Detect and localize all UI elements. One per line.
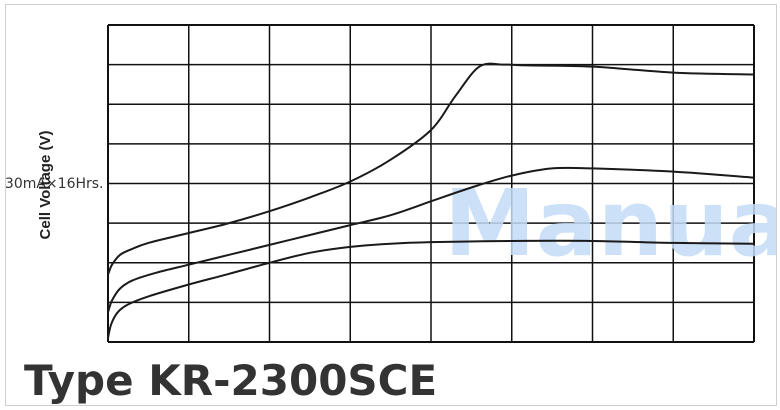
y-axis-label: Cell Voltage (V): [37, 131, 54, 240]
plot-grid: [107, 24, 755, 343]
page-title: Type KR-2300SCE: [24, 356, 438, 405]
series-line-3: [107, 239, 755, 339]
watermark-text: Manua: [444, 170, 777, 277]
series-line-1: [107, 62, 755, 276]
series-line-2: [107, 166, 755, 314]
curve-label: 230mA×16Hrs.: [6, 176, 104, 192]
voltage-chart: Manua 230mA×16Hrs. Cell Voltage (V): [6, 24, 777, 343]
chart-frame: Manua 230mA×16Hrs. Cell Voltage (V) Type…: [5, 4, 777, 406]
series-group: [107, 62, 755, 339]
